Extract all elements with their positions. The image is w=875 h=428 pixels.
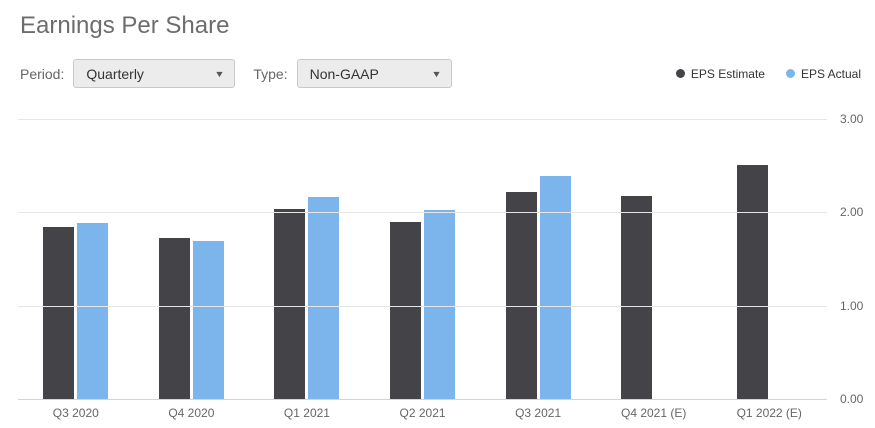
bar-slot <box>771 119 802 399</box>
category-group <box>480 119 596 399</box>
bar-slot <box>43 119 75 399</box>
bar-eps-estimate[interactable] <box>158 238 190 399</box>
x-axis-tick-label: Q4 2020 <box>168 406 215 420</box>
x-axis-tick-label: Q3 2021 <box>515 406 562 420</box>
category-group <box>711 119 827 399</box>
type-select-value: Non-GAAP <box>309 65 379 82</box>
period-select[interactable]: Quarterly ▼ <box>73 59 236 88</box>
bar-eps-actual[interactable] <box>77 222 109 399</box>
bar-eps-estimate[interactable] <box>274 208 306 399</box>
category-group <box>134 119 250 399</box>
gridline <box>18 305 827 307</box>
category-group <box>596 119 712 399</box>
bar-slot <box>158 119 190 399</box>
category-group <box>18 119 134 399</box>
x-axis-tick-label: Q1 2022 (E) <box>736 406 802 420</box>
legend-marker-icon <box>785 69 795 78</box>
type-select[interactable]: Non-GAAP ▼ <box>296 59 452 88</box>
bar-slot <box>192 119 224 399</box>
legend-label: EPS Actual <box>800 66 861 81</box>
gridline <box>18 212 827 214</box>
bars-container <box>18 119 827 399</box>
bar-eps-estimate[interactable] <box>390 221 422 399</box>
plot-area: 0.00 1.00 2.00 3.00 <box>18 112 863 406</box>
bar-eps-actual[interactable] <box>424 210 456 399</box>
category-group <box>249 119 365 399</box>
bar-eps-estimate[interactable] <box>736 164 768 399</box>
period-select-value: Quarterly <box>86 65 144 82</box>
bar-slot <box>390 119 422 399</box>
gridline <box>18 119 827 120</box>
bar-eps-actual[interactable] <box>192 241 224 399</box>
bar-eps-estimate[interactable] <box>621 195 653 399</box>
controls-row: Period: Quarterly ▼ Type: Non-GAAP ▼ EPS… <box>20 59 861 88</box>
eps-chart: 0.00 1.00 2.00 3.00 Q3 2020 Q4 2020 Q1 2021 Q2… <box>0 112 875 420</box>
y-axis-tick-label: 0.00 <box>840 392 864 406</box>
bar-eps-actual[interactable] <box>308 197 340 399</box>
y-axis-tick-label: 1.00 <box>840 298 864 313</box>
bar-slot <box>274 119 306 399</box>
chart-legend: EPS Estimate EPS Actual <box>675 66 861 81</box>
bar-slot <box>505 119 537 399</box>
page-title: Earnings Per Share <box>20 12 230 39</box>
x-axis-tick-label: Q2 2021 <box>399 406 446 420</box>
y-axis-tick-label: 2.00 <box>840 205 864 220</box>
x-axis-tick-label: Q4 2021 (E) <box>620 406 687 420</box>
bar-slot <box>655 119 686 399</box>
legend-label: EPS Estimate <box>690 66 765 81</box>
bar-eps-estimate[interactable] <box>43 227 75 399</box>
type-label: Type: <box>253 65 288 82</box>
chevron-down-icon: ▼ <box>214 68 226 79</box>
bar-slot <box>424 119 456 399</box>
x-axis-tick-label: Q3 2020 <box>52 406 99 420</box>
bar-eps-actual[interactable] <box>539 175 571 399</box>
bar-eps-estimate[interactable] <box>505 191 537 399</box>
y-axis-tick-label: 3.00 <box>840 112 864 126</box>
bar-slot <box>77 119 109 399</box>
x-axis-tick-label: Q1 2021 <box>283 406 330 420</box>
period-label: Period: <box>20 65 65 82</box>
bar-slot <box>308 119 340 399</box>
chevron-down-icon: ▼ <box>430 68 442 79</box>
bar-slot <box>621 119 653 399</box>
bar-slot <box>539 119 571 399</box>
bar-slot <box>736 119 768 399</box>
legend-item-eps-estimate[interactable]: EPS Estimate <box>675 66 765 81</box>
legend-item-eps-actual[interactable]: EPS Actual <box>785 66 861 81</box>
legend-marker-icon <box>675 69 685 78</box>
x-axis-labels: Q3 2020 Q4 2020 Q1 2021 Q2 2021 Q3 2021 Q4 20… <box>0 400 875 420</box>
category-group <box>365 119 481 399</box>
